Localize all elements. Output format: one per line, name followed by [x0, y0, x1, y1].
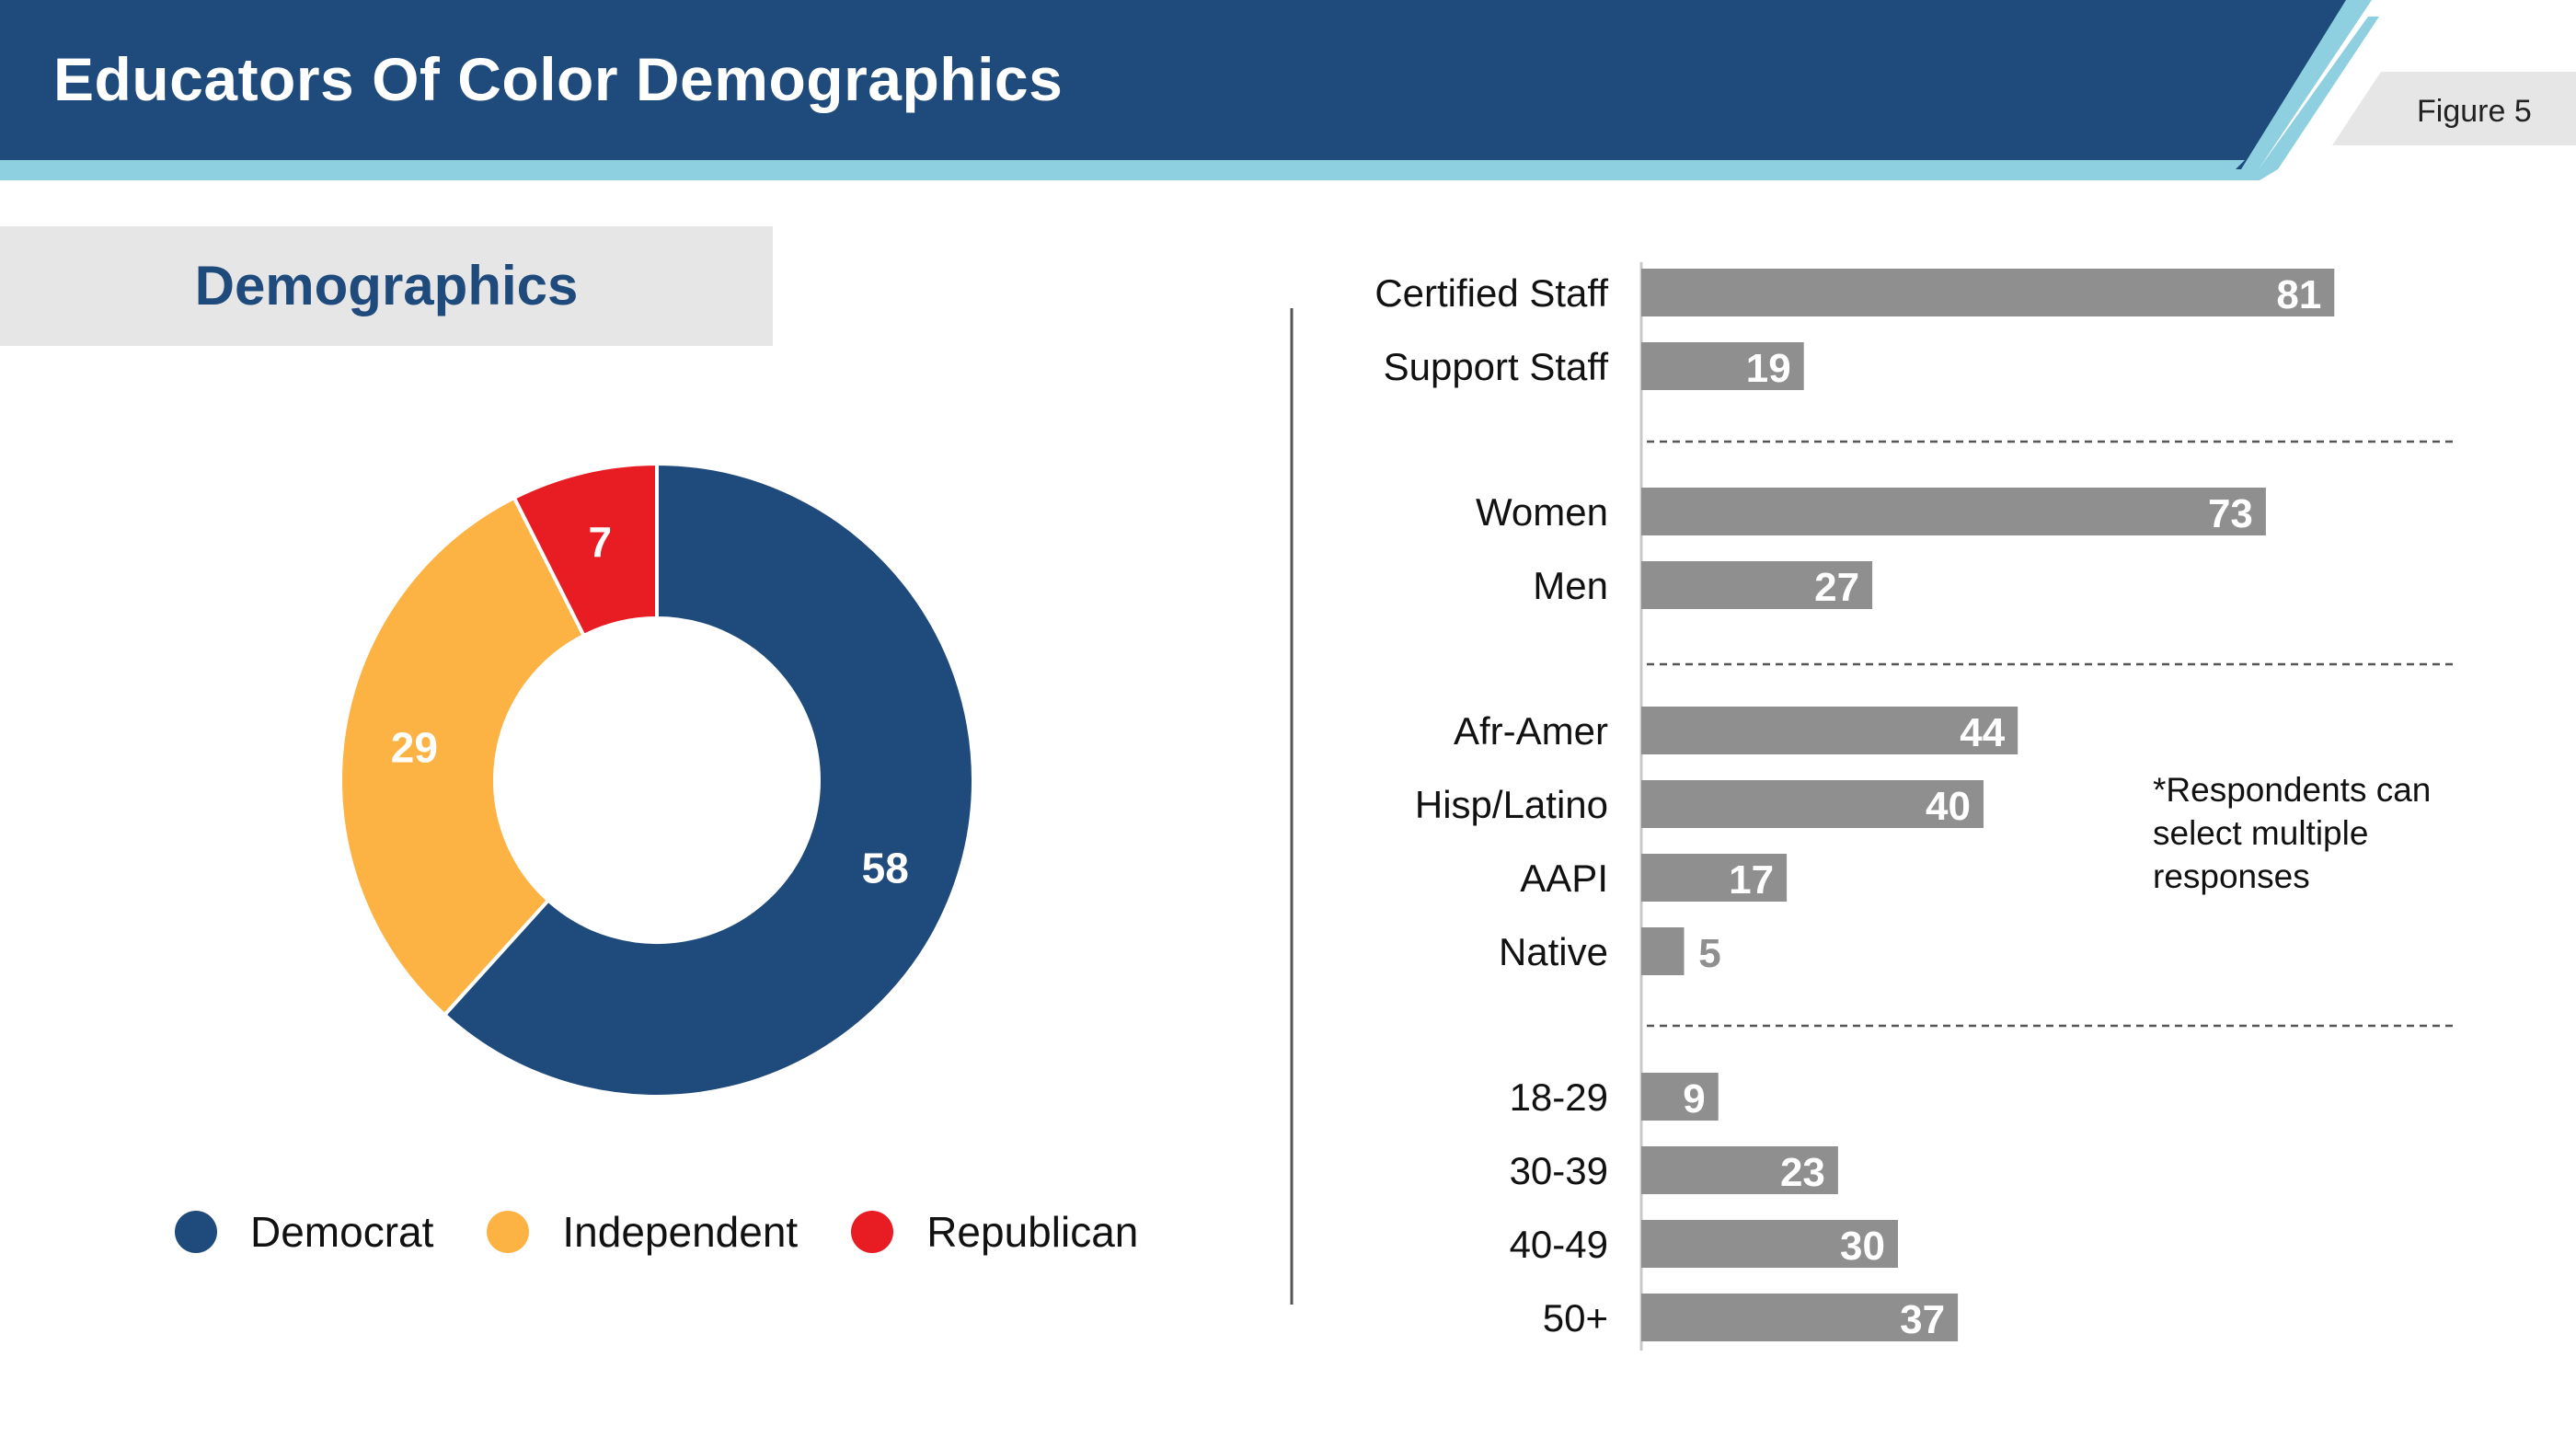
bar-category-label: 40-49	[1510, 1223, 1608, 1266]
bar-value-label: 23	[1780, 1150, 1825, 1195]
bar-aapi	[1641, 854, 1788, 902]
bar-category-label: Native	[1499, 930, 1608, 973]
donut-slice-independent	[339, 495, 587, 1018]
bar-value-label: 73	[2208, 491, 2253, 536]
donut-data-label: 7	[589, 518, 613, 566]
bar-support-staff	[1641, 342, 1804, 390]
bar-category-label: AAPI	[1520, 857, 1608, 900]
bar-chart: Certified Staff 81 Support Staff 19 Women 73 M…	[1374, 269, 2335, 1342]
section-title: Demographics	[194, 255, 579, 316]
bar-value-label: 30	[1840, 1224, 1885, 1269]
legend-label: Republican	[926, 1208, 1139, 1256]
bar-50-	[1641, 1294, 1959, 1341]
legend-item-democrat: Democrat	[175, 1207, 433, 1257]
bar-40-49	[1641, 1220, 1898, 1268]
bar-value-label: 81	[2276, 272, 2321, 317]
bar-category-label: 30-39	[1510, 1149, 1608, 1192]
legend-swatch-independent	[487, 1211, 530, 1253]
bar-category-label: Hisp/Latino	[1415, 783, 1608, 826]
bar-value-label: 40	[1926, 784, 1971, 829]
bar-value-label: 27	[1814, 565, 1859, 610]
bar-30-39	[1641, 1146, 1838, 1194]
bar-category-label: Men	[1533, 564, 1608, 607]
bar-18-29	[1641, 1073, 1719, 1121]
figure-label: Figure 5	[2417, 94, 2532, 129]
donut-chart: 58 29 7	[339, 461, 975, 1098]
bar-value-label: 44	[1960, 710, 2005, 755]
bar-category-label: Women	[1476, 490, 1608, 534]
bar-hisp-latino	[1641, 780, 1984, 828]
bar-value-label: 9	[1683, 1076, 1705, 1121]
bar-native	[1641, 927, 1685, 975]
bar-category-label: Afr-Amer	[1454, 709, 1608, 753]
bar-value-label: 17	[1729, 857, 1774, 903]
bar-value-label: 5	[1698, 931, 1720, 976]
bar-category-label: 50+	[1543, 1296, 1608, 1340]
donut-legend: Democrat Independent Republican	[175, 1207, 1191, 1257]
donut-data-label: 29	[391, 724, 438, 772]
bar-category-label: Certified Staff	[1374, 271, 1608, 315]
bar-certified-staff	[1641, 269, 2335, 316]
legend-label: Independent	[562, 1208, 799, 1256]
bar-category-label: 18-29	[1510, 1075, 1608, 1119]
footnote: *Respondents can select multiple respons…	[2153, 771, 2432, 895]
header-banner	[0, 0, 2346, 169]
donut-slice-republican	[512, 461, 659, 638]
donut-slice-democrat	[442, 461, 975, 1098]
legend-label: Democrat	[250, 1208, 434, 1256]
bar-men	[1641, 561, 1873, 609]
bar-category-label: Support Staff	[1384, 345, 1609, 388]
legend-item-independent: Independent	[487, 1207, 798, 1257]
legend-swatch-republican	[851, 1211, 894, 1253]
figure-tab	[2332, 72, 2576, 145]
section-header-box	[0, 226, 773, 346]
legend-item-republican: Republican	[851, 1207, 1138, 1257]
bar-afr-amer	[1641, 707, 2018, 754]
bar-women	[1641, 488, 2266, 535]
header-underline	[0, 160, 2245, 169]
bar-value-label: 37	[1900, 1297, 1945, 1342]
bar-value-label: 19	[1746, 346, 1791, 391]
donut-data-label: 58	[862, 845, 909, 892]
legend-swatch-democrat	[175, 1211, 217, 1253]
page-title: Educators Of Color Demographics	[53, 45, 1064, 113]
